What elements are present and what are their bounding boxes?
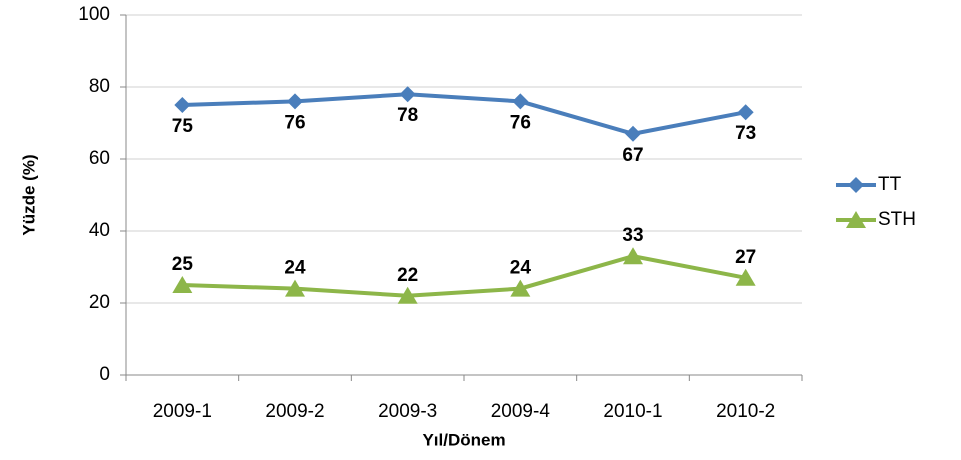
legend-marker: [846, 211, 866, 228]
marker: [172, 276, 193, 293]
x-axis-title: Yıl/Dönem: [422, 430, 505, 449]
line: [182, 92, 747, 136]
legend-marker: [848, 177, 864, 193]
marker: [287, 93, 303, 110]
data-label: 75: [172, 116, 194, 137]
y-tick-label: 100: [78, 4, 110, 25]
data-label: 76: [510, 112, 531, 133]
marker: [512, 93, 529, 110]
data-label: 78: [397, 105, 418, 126]
marker: [737, 104, 754, 121]
marker: [285, 279, 305, 297]
line: [182, 254, 747, 298]
x-tick-label: 2009-1: [153, 401, 212, 422]
data-label: 24: [510, 258, 532, 279]
data-label: 67: [622, 145, 643, 166]
x-tick-label: 2010-1: [603, 401, 662, 422]
y-axis-title: Yüzde (%): [19, 154, 38, 235]
marker: [735, 268, 756, 286]
x-tick-label: 2010-2: [716, 401, 775, 422]
y-tick-label: 0: [99, 364, 110, 385]
y-tick-label: 20: [89, 292, 110, 313]
y-tick-label: 60: [89, 148, 110, 169]
marker: [399, 86, 416, 103]
marker: [174, 97, 191, 113]
data-label: 33: [622, 225, 643, 246]
y-tick-label: 40: [89, 220, 110, 241]
marker: [625, 125, 641, 142]
data-label: 73: [735, 123, 756, 144]
data-label: 22: [397, 265, 418, 286]
y-tick-label: 80: [89, 76, 110, 97]
x-tick-label: 2009-2: [265, 401, 324, 422]
marker: [397, 286, 418, 304]
legend-label: STH: [878, 209, 916, 230]
data-label: 24: [284, 258, 306, 279]
marker: [510, 279, 531, 297]
data-label: 25: [172, 254, 194, 275]
data-label: 27: [735, 247, 756, 268]
x-tick-label: 2009-4: [491, 401, 551, 422]
data-label: 76: [284, 112, 305, 133]
legend-label: TT: [878, 174, 902, 195]
marker: [623, 247, 643, 265]
x-tick-label: 2009-3: [378, 401, 437, 422]
